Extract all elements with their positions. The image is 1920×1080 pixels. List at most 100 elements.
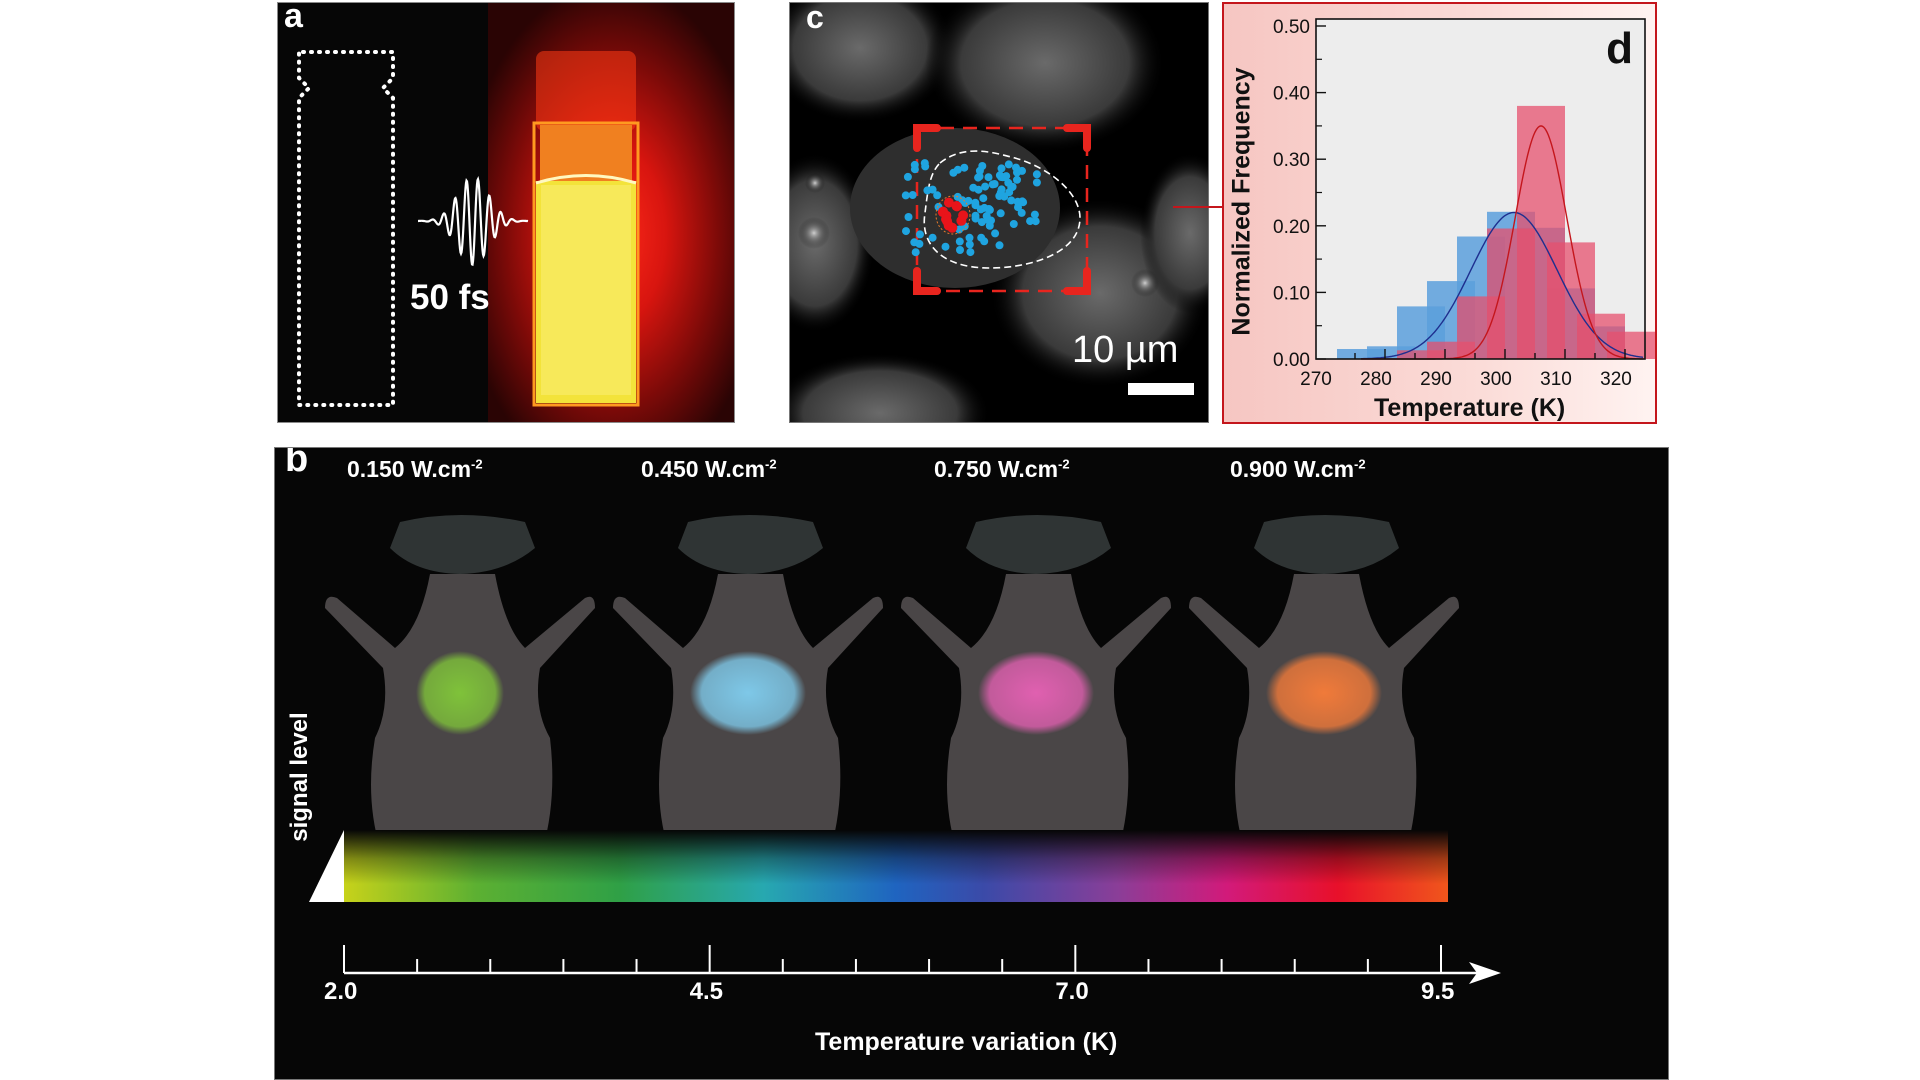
mouse-head bbox=[1254, 515, 1399, 574]
axis-tick-label: 4.5 bbox=[689, 978, 724, 1005]
blue-dot bbox=[920, 159, 929, 168]
blue-dot bbox=[910, 165, 919, 174]
power-label-4: 0.900 W.cm-2 bbox=[1230, 456, 1366, 482]
blue-dot bbox=[984, 173, 993, 182]
y-axis-label: Normalized Frequency bbox=[1227, 67, 1256, 336]
tumor-signal-spot bbox=[690, 651, 806, 735]
blue-dot bbox=[953, 165, 962, 174]
panel-label-c: c bbox=[806, 2, 824, 35]
x-axis-label: Temperature (K) bbox=[1374, 394, 1566, 422]
roi-bracket-box bbox=[913, 124, 1091, 295]
blue-dot bbox=[997, 185, 1006, 194]
power-label-1: 0.150 W.cm-2 bbox=[347, 456, 483, 482]
temperature-axis bbox=[343, 945, 1501, 984]
blue-dot bbox=[1013, 175, 1021, 184]
x-tick-label: 300 bbox=[1480, 369, 1512, 390]
x-tick-label: 320 bbox=[1600, 369, 1632, 390]
vial-illustration bbox=[297, 50, 640, 407]
blue-dot bbox=[1018, 197, 1027, 206]
cell-microscopy bbox=[790, 3, 1208, 422]
mouse-head bbox=[390, 515, 535, 574]
tumor-signal-spot bbox=[416, 651, 504, 735]
blue-dot bbox=[960, 163, 969, 172]
blue-dot bbox=[941, 242, 950, 251]
blue-dot bbox=[1031, 217, 1040, 226]
histogram-bar-red bbox=[1397, 350, 1445, 359]
blue-dot bbox=[901, 191, 910, 200]
blue-dot bbox=[911, 248, 920, 257]
panel-b-mouse-imaging: b 0.150 W.cm-2 0.450 W.cm-2 0.750 W.cm-2… bbox=[274, 447, 1669, 1080]
blue-dot bbox=[1002, 172, 1011, 181]
red-dot bbox=[958, 210, 969, 221]
histogram-chart: 0.00 0.10 0.20 0.30 0.40 0.50 270 280 290 300 310 3… bbox=[1273, 17, 1655, 390]
glowing-vial-neck bbox=[540, 125, 632, 183]
y-tick-label: 0.00 bbox=[1273, 350, 1310, 371]
blue-dot bbox=[991, 229, 1000, 238]
connector-line bbox=[1173, 206, 1223, 208]
blue-dot bbox=[969, 183, 978, 192]
blue-dot bbox=[981, 182, 990, 191]
blue-dot bbox=[979, 194, 988, 203]
blue-dot bbox=[923, 186, 932, 195]
axis-tick-label: 7.0 bbox=[1055, 978, 1089, 1005]
panel-c-cell-image: c 10 µm bbox=[789, 2, 1209, 423]
blue-dot bbox=[1009, 220, 1018, 228]
blue-dot bbox=[965, 240, 974, 249]
mouse-image-4 bbox=[1189, 515, 1459, 848]
blue-dot bbox=[965, 233, 974, 242]
x-tick-label: 270 bbox=[1300, 369, 1332, 390]
blue-dot bbox=[903, 172, 912, 181]
signal-level-triangle-icon bbox=[309, 830, 344, 902]
tumor-signal-spot bbox=[1266, 651, 1382, 735]
mouse-head bbox=[678, 515, 823, 574]
cell-outline-dashed bbox=[923, 150, 1081, 269]
blue-dot bbox=[1007, 196, 1016, 205]
red-dot bbox=[943, 197, 954, 208]
blue-dot bbox=[1017, 208, 1026, 217]
blue-dot bbox=[966, 248, 975, 257]
panel-a-vials: a 50 fs bbox=[277, 2, 735, 423]
axis-arrow-icon bbox=[1469, 962, 1501, 984]
dark-vial-outline bbox=[297, 50, 395, 407]
blue-dot bbox=[908, 191, 917, 199]
blue-dot bbox=[1026, 217, 1035, 226]
glowing-vial-cap bbox=[536, 51, 636, 131]
blue-dot bbox=[902, 227, 910, 236]
axis-tick-label: 9.5 bbox=[1421, 978, 1455, 1005]
scale-bar bbox=[1128, 383, 1194, 395]
blue-dot bbox=[916, 230, 924, 239]
blue-dot bbox=[1032, 170, 1041, 179]
power-label-2: 0.450 W.cm-2 bbox=[641, 456, 777, 482]
panel-label-d: d bbox=[1606, 24, 1633, 73]
blue-dot bbox=[975, 166, 984, 175]
blue-dot bbox=[980, 203, 989, 212]
colorbar-fade bbox=[344, 830, 1448, 902]
blue-dot bbox=[996, 209, 1005, 218]
blue-dot bbox=[971, 214, 980, 223]
laser-pulse-wave-icon bbox=[418, 175, 529, 267]
nanoparticle-dots bbox=[901, 159, 1041, 257]
x-tick-label: 280 bbox=[1360, 369, 1392, 390]
x-tick-label: 310 bbox=[1540, 369, 1572, 390]
blue-dot bbox=[961, 199, 970, 207]
blue-dot bbox=[971, 201, 980, 210]
histogram-bar-blue bbox=[1337, 349, 1385, 359]
panel-d-histogram: 0.00 0.10 0.20 0.30 0.40 0.50 270 280 290 300 310 3… bbox=[1222, 2, 1657, 424]
blue-dot bbox=[977, 233, 986, 242]
mouse-image-3 bbox=[901, 515, 1171, 848]
blue-dot bbox=[995, 171, 1004, 180]
blue-dot bbox=[955, 237, 964, 246]
blue-dot bbox=[1008, 182, 1017, 191]
pulse-duration-label: 50 fs bbox=[410, 278, 490, 317]
mouse-head bbox=[966, 515, 1111, 574]
blue-dot bbox=[933, 191, 942, 200]
blue-dot bbox=[995, 241, 1004, 250]
blue-dot bbox=[1032, 178, 1041, 187]
x-tick-label: 290 bbox=[1420, 369, 1452, 390]
y-tick-label: 0.50 bbox=[1273, 17, 1310, 38]
blue-dot bbox=[988, 180, 997, 189]
blue-dot bbox=[1004, 160, 1013, 169]
blue-dot bbox=[987, 216, 995, 225]
power-label-3: 0.750 W.cm-2 bbox=[934, 456, 1070, 482]
panel-label-b: b bbox=[285, 447, 309, 480]
